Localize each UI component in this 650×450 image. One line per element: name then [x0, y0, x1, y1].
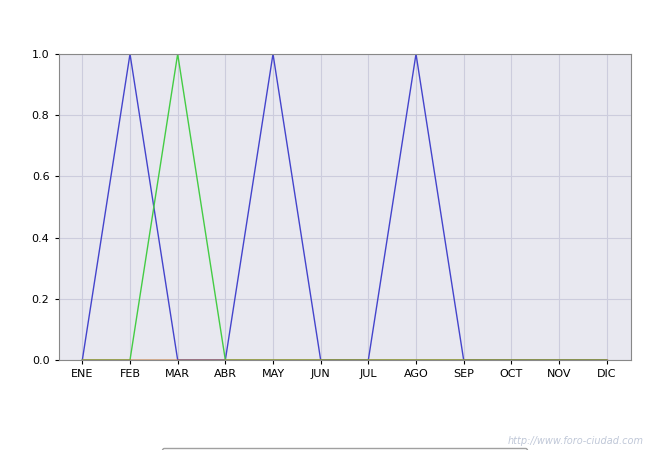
- Legend: 2024, 2023, 2022, 2021, 2020: 2024, 2023, 2022, 2021, 2020: [162, 448, 527, 450]
- Text: http://www.foro-ciudad.com: http://www.foro-ciudad.com: [508, 436, 644, 446]
- Text: Matriculaciones de Vehiculos en Valdelinares: Matriculaciones de Vehiculos en Valdelin…: [153, 13, 497, 28]
